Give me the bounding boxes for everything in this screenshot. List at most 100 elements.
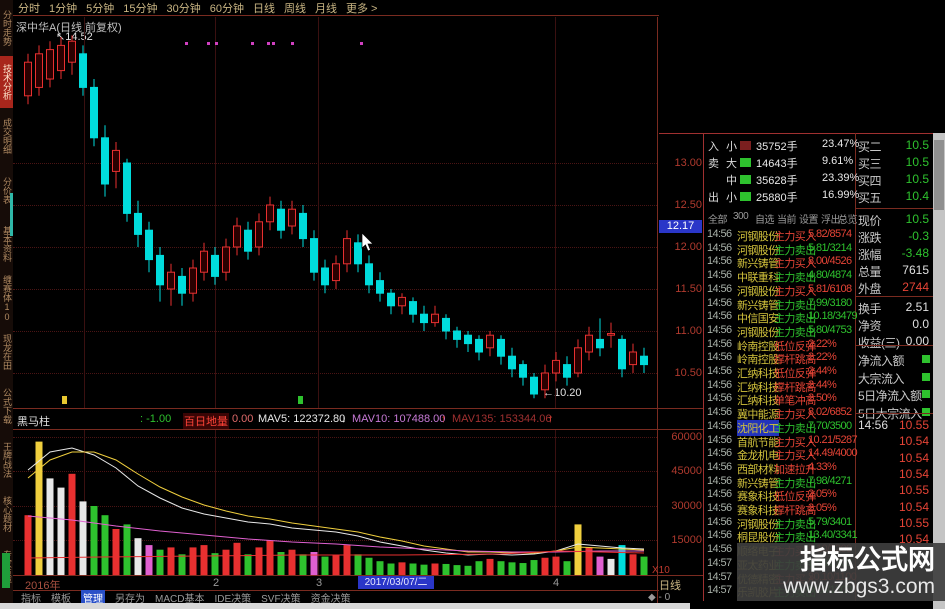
message-row[interactable]: 14:56 岭南控股 低位反弹 2.22% — [704, 338, 855, 353]
message-row[interactable]: 14:56 首航节能 主力买入 10.21/5287 — [704, 433, 858, 449]
volume-bar — [431, 563, 439, 575]
message-row[interactable]: 14:56 汇纳科技 撑杆跳高 2.44% — [704, 379, 855, 394]
volume-chart[interactable] — [13, 430, 658, 576]
message-row[interactable]: 14:56 岭南控股 撑杆跳高 2.22% — [704, 351, 855, 366]
candle-body — [640, 355, 648, 366]
bottom-tool-IDE决策[interactable]: IDE决策 — [214, 594, 252, 605]
period-item-1分钟[interactable]: 1分钟 — [49, 2, 78, 15]
message-row[interactable]: 14:56 新兴铸管 主力卖出 7.99/3180 — [704, 297, 855, 312]
sidebar-item-3[interactable]: 成交明细 — [2, 118, 12, 154]
period-item-15分钟[interactable]: 15分钟 — [123, 2, 158, 15]
message-stock: 河钢股份 — [737, 244, 779, 257]
period-item-60分钟[interactable]: 60分钟 — [209, 2, 244, 15]
message-action: 主力卖出 — [774, 244, 816, 257]
period-item-30分钟[interactable]: 30分钟 — [166, 2, 201, 15]
candle-body — [519, 364, 527, 378]
period-item-5分钟[interactable]: 5分钟 — [86, 2, 115, 15]
period-item-周线[interactable]: 周线 — [284, 2, 306, 15]
sidebar-item-9[interactable]: 王牌战法 — [2, 442, 12, 478]
message-row[interactable]: 14:56 冀中能源 主力买入 8.02/6852 — [704, 406, 855, 421]
volume-bar — [508, 562, 516, 575]
quote-tab-总览[interactable]: 总览 — [838, 215, 858, 226]
bottom-tool-模板[interactable]: 模板 — [51, 594, 71, 605]
message-row[interactable]: 14:56 沈阳化工 主力卖出 7.70/3500 — [704, 419, 855, 436]
sidebar-item-10[interactable]: 核心题材 — [2, 496, 12, 532]
candlestick-chart[interactable] — [13, 17, 658, 409]
message-time: 14:56 — [707, 228, 732, 240]
sidebar-item-4[interactable]: 分价表 — [2, 176, 12, 204]
bottom-tool-管理[interactable]: 管理 — [81, 590, 105, 605]
price-axis-label: 13.00 — [674, 157, 702, 169]
message-row[interactable]: 14:56 河钢股份 主力卖出 5.79/3401 — [704, 516, 855, 531]
quote-tab-全部[interactable]: 全部 — [708, 215, 728, 226]
quote-tab-设置[interactable]: 设置 — [799, 215, 819, 226]
candle-body — [629, 351, 637, 366]
message-time: 14:56 — [707, 365, 732, 377]
bottom-tool-指标[interactable]: 指标 — [21, 594, 41, 605]
message-row[interactable]: 14:56 河钢股份 主力买入 5.82/8574 — [704, 228, 855, 243]
flow-size: 小 — [726, 192, 737, 204]
message-row[interactable]: 14:56 赛象科技 低位反弹 2.05% — [704, 488, 855, 503]
bottom-tool-资金决策[interactable]: 资金决策 — [310, 594, 351, 605]
message-row[interactable]: 14:56 桐昆股份 主力卖出 13.40/3341 — [704, 529, 858, 544]
sidebar-item-8[interactable]: 公式下载 — [2, 388, 12, 424]
sidebar-item-2[interactable]: 技术分析 — [0, 56, 13, 108]
mav5-value: MAV5: 122372.80 — [258, 413, 346, 425]
message-time: 14:56 — [707, 433, 732, 446]
message-value: 14.49/4000 — [808, 447, 858, 460]
message-value: 5.82/8574 — [808, 228, 852, 240]
message-row[interactable]: 14:56 中信国安 主力卖出 10.18/3479 — [704, 310, 858, 325]
sidebar-item-7[interactable]: 现龙在田 — [2, 334, 12, 370]
message-time: 14:56 — [707, 488, 732, 501]
bottom-tool-MACD基本[interactable]: MACD基本 — [155, 594, 205, 605]
flow-dir: 出 — [708, 192, 719, 204]
message-time: 14:56 — [707, 543, 732, 556]
indicator-name[interactable]: 黑马柱 — [17, 416, 50, 428]
message-time: 14:56 — [707, 255, 732, 268]
sidebar-scroll-thumb[interactable] — [10, 193, 13, 236]
right-scrollbar-thumb[interactable] — [934, 140, 944, 210]
period-item-月线[interactable]: 月线 — [315, 2, 337, 15]
message-row[interactable]: 14:56 西部材料 加速拉升 4.33% — [704, 461, 855, 476]
message-row[interactable]: 14:56 赛象科技 撑杆跳高 2.05% — [704, 502, 855, 517]
quote-tab-当前[interactable]: 当前 — [777, 215, 797, 226]
period-label[interactable]: 日线 — [659, 580, 681, 592]
quote-value: 0.0 — [912, 317, 929, 331]
zoom-spinner[interactable]: ◆ - 0 — [648, 592, 671, 603]
right-scrollbar[interactable] — [933, 133, 945, 609]
message-row[interactable]: 14:56 金龙机电 主力买入 14.49/4000 — [704, 447, 858, 462]
candle-body — [365, 263, 373, 286]
message-row[interactable]: 14:56 新兴铸管 主力卖出 7.98/4271 — [704, 475, 855, 490]
quote-tab-300[interactable]: 300 — [733, 211, 749, 222]
bottom-tool-另存为[interactable]: 另存为 — [115, 594, 145, 605]
period-item-分时[interactable]: 分时 — [18, 2, 40, 15]
sidebar-item-1[interactable]: 分时走势 — [2, 10, 12, 46]
flow-dir: 入 — [708, 141, 719, 153]
sidebar-item-5[interactable]: 基本资料 — [2, 226, 12, 262]
bottom-tool-SVF决策[interactable]: SVF决策 — [261, 594, 301, 605]
price-axis-label: 12.00 — [674, 241, 702, 253]
period-item-日线[interactable]: 日线 — [253, 2, 275, 15]
indicator-toolbar: 指标 模板 管理 另存为 MACD基本 IDE决策 SVF决策 资金决策 — [13, 590, 659, 605]
message-row[interactable]: 14:56 河钢股份 主力卖出 5.81/3214 — [704, 242, 855, 257]
message-row[interactable]: 14:56 河钢股份 主力卖出 5.80/4753 — [704, 324, 855, 339]
message-row[interactable]: 14:56 河钢股份 主力买入 5.81/6108 — [704, 283, 855, 298]
period-more[interactable]: 更多 > — [346, 2, 378, 15]
message-row[interactable]: 14:56 汇纳科技 低位反弹 2.44% — [704, 365, 855, 380]
volume-bar — [574, 524, 582, 575]
quote-tab-浮出[interactable]: 浮出 — [821, 215, 841, 226]
message-action: 单笔冲高 — [774, 395, 816, 408]
message-row[interactable]: 14:56 汇纳科技 单笔冲高 2.50% — [704, 392, 855, 408]
signal-marker-yellow — [62, 396, 67, 404]
message-row[interactable]: 14:56 新兴铸管 主力买入 8.00/4526 — [704, 255, 855, 270]
volume-bar — [321, 556, 329, 575]
volume-gridline — [13, 471, 657, 472]
volume-bar — [244, 554, 252, 575]
sidebar-item-6[interactable]: 缠赛体10 — [2, 274, 12, 322]
quote-tab-自选[interactable]: 自选 — [755, 215, 775, 226]
message-action: 撑杆跳高 — [774, 505, 816, 517]
money-flow-square-icon — [922, 407, 930, 416]
volume-bar — [123, 524, 131, 575]
message-stock: 河钢股份 — [737, 518, 779, 531]
message-row[interactable]: 14:56 中联重科 主力卖出 4.80/4874 — [704, 269, 855, 284]
